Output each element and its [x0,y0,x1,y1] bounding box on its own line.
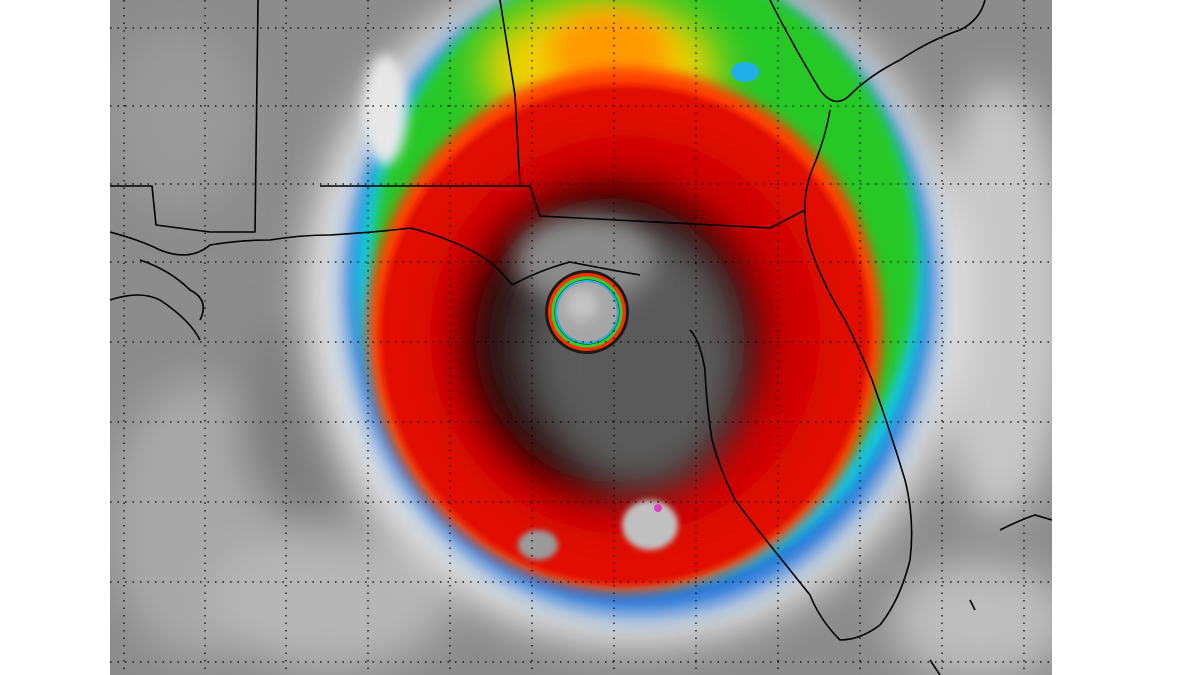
grey-cloud-texture [110,30,1052,675]
image-frame [110,0,1052,675]
lat-lon-grid [110,0,1052,675]
coastlines [110,0,1052,675]
hurricane [305,0,965,645]
